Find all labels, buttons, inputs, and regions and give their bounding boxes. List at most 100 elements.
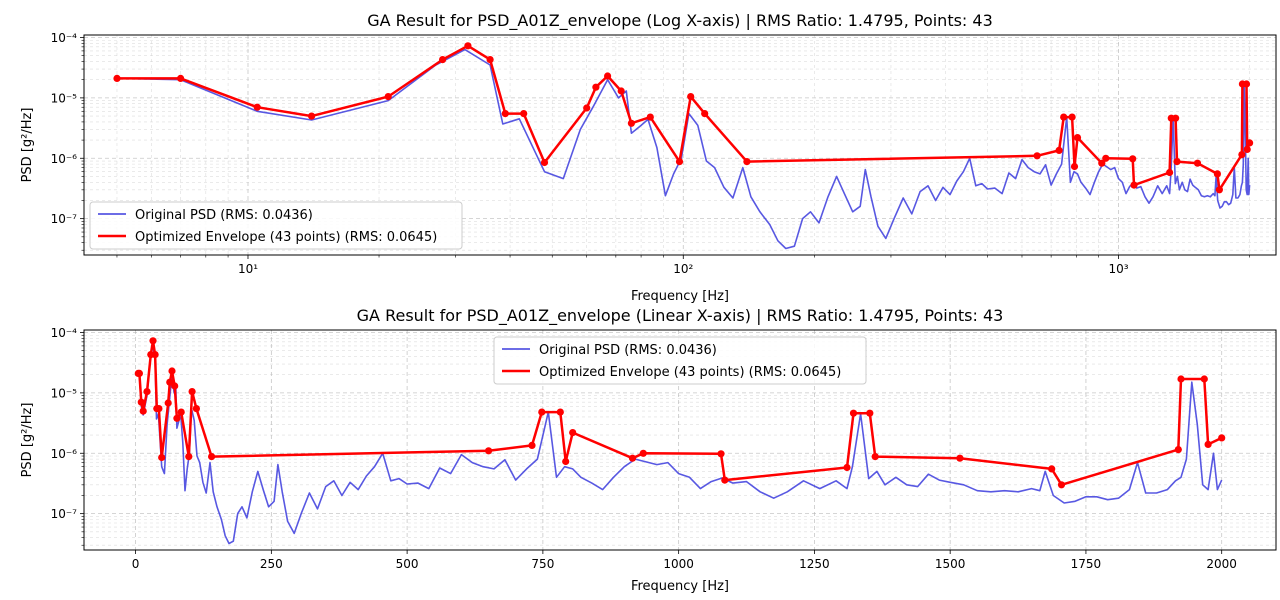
log-x-panel: GA Result for PSD_A01Z_envelope (Log X-a… xyxy=(20,11,1277,304)
legend-label-original: Original PSD (RMS: 0.0436) xyxy=(135,208,313,223)
plot-frame xyxy=(83,34,1277,256)
envelope-point xyxy=(556,408,564,416)
envelope-point xyxy=(1238,151,1246,159)
envelope-point xyxy=(1215,186,1223,194)
envelope-point xyxy=(1129,155,1137,163)
envelope-point xyxy=(164,399,172,407)
envelope-point xyxy=(501,110,509,118)
envelope-point xyxy=(617,87,625,95)
envelope-point xyxy=(253,103,261,111)
legend-box xyxy=(493,336,867,385)
envelope-point xyxy=(1213,170,1221,178)
envelope-series xyxy=(113,42,1254,194)
axis-ticks: 10⁻⁷ 10⁻⁶ 10⁻⁵ 10⁻⁴ 0 250 500 750 1000 1250 1500 17… xyxy=(51,326,1237,571)
y-tick-label: 10⁻⁶ xyxy=(51,447,78,461)
envelope-point xyxy=(1242,80,1251,88)
envelope-point xyxy=(956,454,964,462)
envelope-point xyxy=(520,110,528,118)
y-tick-label: 10⁻⁷ xyxy=(51,507,78,521)
envelope-point xyxy=(1070,162,1079,171)
chart-title: GA Result for PSD_A01Z_envelope (Log X-a… xyxy=(367,11,993,31)
envelope-point xyxy=(871,453,879,461)
envelope-point xyxy=(171,382,179,390)
envelope-point xyxy=(1177,375,1185,383)
envelope-point xyxy=(592,83,600,91)
envelope-point xyxy=(743,158,751,166)
x-tick-label: 250 xyxy=(260,557,283,571)
envelope-point xyxy=(1174,446,1182,454)
legend: Original PSD (RMS: 0.0436) Optimized Env… xyxy=(493,336,867,385)
envelope-point xyxy=(486,56,494,64)
x-tick-label: 750 xyxy=(531,557,554,571)
legend: Original PSD (RMS: 0.0436) Optimized Env… xyxy=(89,201,463,250)
envelope-point xyxy=(149,337,157,345)
envelope-point xyxy=(1172,114,1180,122)
envelope-point xyxy=(843,463,851,472)
y-tick-label: 10⁻⁴ xyxy=(51,31,78,45)
envelope-point xyxy=(1057,481,1066,489)
envelope-point xyxy=(139,407,147,415)
envelope-point xyxy=(113,74,121,82)
x-tick-label: 2000 xyxy=(1206,557,1237,571)
envelope-point xyxy=(1073,134,1082,142)
envelope-point xyxy=(538,408,546,416)
envelope-point xyxy=(177,408,185,416)
envelope-point xyxy=(1033,152,1041,160)
envelope-point xyxy=(1102,154,1110,162)
envelope-point xyxy=(569,429,577,437)
envelope-point xyxy=(866,409,874,417)
legend-label-envelope: Optimized Envelope (43 points) (RMS: 0.0… xyxy=(539,365,841,380)
envelope-point xyxy=(687,93,695,101)
envelope-point xyxy=(439,56,447,64)
envelope-point xyxy=(155,405,163,413)
envelope-point xyxy=(1068,113,1076,121)
envelope-point xyxy=(192,405,200,413)
envelope-point xyxy=(849,409,858,417)
y-axis-label: PSD [g²/Hz] xyxy=(20,108,35,183)
envelope-point xyxy=(627,119,636,127)
envelope-point xyxy=(485,447,493,455)
envelope-point xyxy=(717,450,725,458)
envelope-point xyxy=(464,42,472,50)
envelope-point xyxy=(604,72,612,80)
y-tick-label: 10⁻⁵ xyxy=(51,91,78,105)
envelope-point xyxy=(1166,168,1174,177)
envelope-point xyxy=(168,367,176,375)
envelope-point xyxy=(1200,375,1208,383)
envelope-point xyxy=(151,351,159,359)
legend-box xyxy=(89,201,463,250)
envelope-point xyxy=(639,449,647,457)
envelope-point xyxy=(675,158,684,166)
x-tick-label: 10² xyxy=(673,262,693,276)
envelope-point xyxy=(1173,158,1181,166)
envelope-point xyxy=(1055,146,1063,154)
envelope-point xyxy=(1204,440,1212,448)
envelope-point xyxy=(208,453,216,461)
envelope-point xyxy=(1048,465,1056,473)
x-tick-label: 500 xyxy=(396,557,419,571)
envelope-point xyxy=(583,104,591,112)
legend-label-original: Original PSD (RMS: 0.0436) xyxy=(539,343,717,358)
chart-title: GA Result for PSD_A01Z_envelope (Linear … xyxy=(357,306,1004,326)
x-tick-label: 10¹ xyxy=(238,262,258,276)
envelope-point xyxy=(158,453,166,462)
envelope-point xyxy=(188,388,196,396)
x-tick-label: 10³ xyxy=(1109,262,1129,276)
envelope-point xyxy=(135,369,143,377)
y-tick-label: 10⁻⁵ xyxy=(51,386,78,400)
envelope-point xyxy=(1060,113,1068,121)
x-axis-label: Frequency [Hz] xyxy=(631,289,729,304)
x-tick-label: 1000 xyxy=(663,557,694,571)
envelope-point xyxy=(1246,139,1254,147)
y-tick-label: 10⁻⁷ xyxy=(51,212,78,226)
y-tick-label: 10⁻⁴ xyxy=(51,326,78,340)
envelope-point xyxy=(1130,181,1138,189)
envelope-point xyxy=(701,110,709,118)
envelope-point xyxy=(721,476,729,484)
envelope-series xyxy=(134,337,1226,489)
x-tick-label: 1750 xyxy=(1071,557,1102,571)
envelope-point xyxy=(562,457,570,466)
envelope-point xyxy=(166,378,174,386)
x-tick-label: 0 xyxy=(132,557,140,571)
